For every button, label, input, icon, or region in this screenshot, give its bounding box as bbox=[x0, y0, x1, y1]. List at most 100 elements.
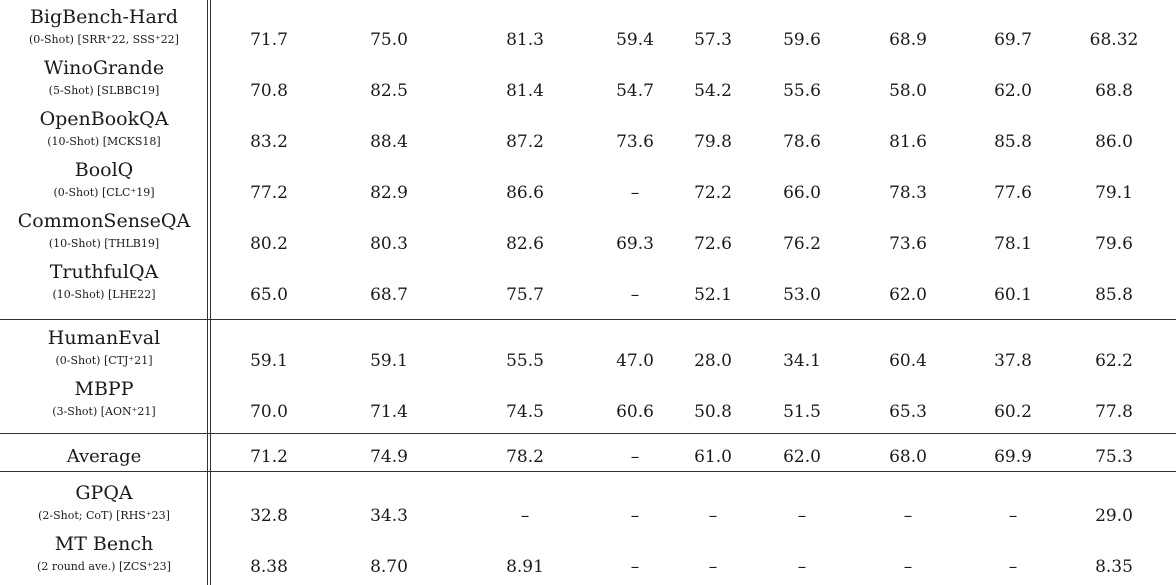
benchmark-name: MT Bench bbox=[54, 533, 154, 555]
score-cell: 72.2 bbox=[694, 183, 732, 203]
benchmark-name: BigBench-Hard bbox=[29, 6, 179, 28]
benchmark-name: MBPP bbox=[74, 378, 134, 400]
score-cell: 37.8 bbox=[994, 351, 1032, 371]
score-cell: 77.2 bbox=[250, 183, 288, 203]
score-cell: 75.7 bbox=[506, 285, 544, 305]
score-cell: 62.2 bbox=[1095, 351, 1133, 371]
score-cell: – bbox=[708, 506, 718, 526]
section-divider-average bbox=[0, 433, 1176, 434]
score-cell: 59.4 bbox=[616, 30, 654, 50]
score-cell: 52.1 bbox=[694, 285, 732, 305]
benchmark-setting: (0-Shot) [CTJ⁺21] bbox=[55, 354, 153, 367]
score-cell: – bbox=[520, 506, 530, 526]
score-cell: 47.0 bbox=[616, 351, 654, 371]
score-cell: 58.0 bbox=[889, 81, 927, 101]
benchmark-label-bigbench-hard: BigBench-Hard (0-Shot) [SRR⁺22, SSS⁺22] bbox=[0, 6, 208, 47]
score-cell: 72.6 bbox=[694, 234, 732, 254]
label-column-divider-right bbox=[210, 0, 211, 585]
score-cell: 69.7 bbox=[994, 30, 1032, 50]
score-cell: 70.0 bbox=[250, 402, 288, 422]
benchmark-setting: (3-Shot) [AON⁺21] bbox=[52, 405, 156, 418]
score-cell: 8.70 bbox=[370, 557, 408, 577]
benchmark-setting: (5-Shot) [SLBBC19] bbox=[48, 84, 160, 97]
score-cell: 83.2 bbox=[250, 132, 288, 152]
score-cell: 34.3 bbox=[370, 506, 408, 526]
score-cell: 73.6 bbox=[889, 234, 927, 254]
score-cell: 65.3 bbox=[889, 402, 927, 422]
benchmark-name: GPQA bbox=[75, 482, 133, 504]
benchmark-setting: (2 round ave.) [ZCS⁺23] bbox=[37, 560, 171, 573]
score-cell: 68.32 bbox=[1089, 30, 1139, 50]
benchmark-setting: (10-Shot) [LHE22] bbox=[52, 288, 156, 301]
score-cell: 62.0 bbox=[994, 81, 1032, 101]
score-cell: 28.0 bbox=[694, 351, 732, 371]
average-cell: 71.2 bbox=[250, 447, 288, 467]
score-cell: 53.0 bbox=[783, 285, 821, 305]
score-cell: 54.2 bbox=[694, 81, 732, 101]
average-cell: 68.0 bbox=[889, 447, 927, 467]
score-cell: 71.7 bbox=[250, 30, 288, 50]
score-cell: 34.1 bbox=[783, 351, 821, 371]
benchmark-label-winogrande: WinoGrande (5-Shot) [SLBBC19] bbox=[0, 57, 208, 98]
score-cell: 76.2 bbox=[783, 234, 821, 254]
score-cell: 32.8 bbox=[250, 506, 288, 526]
score-cell: 74.5 bbox=[506, 402, 544, 422]
table-row: HumanEval (0-Shot) [CTJ⁺21] 59.1 59.1 55.5 47… bbox=[0, 327, 1176, 378]
table-row: CommonSenseQA (10-Shot) [THLB19] 80.2 80.3 8… bbox=[0, 210, 1176, 261]
score-cell: 71.4 bbox=[370, 402, 408, 422]
benchmark-name: CommonSenseQA bbox=[17, 210, 191, 232]
score-cell: 8.35 bbox=[1095, 557, 1133, 577]
average-cell: 62.0 bbox=[783, 447, 821, 467]
average-cell: 61.0 bbox=[694, 447, 732, 467]
score-cell: – bbox=[1008, 506, 1018, 526]
average-row: Average 71.2 74.9 78.2 – 61.0 62.0 68.0 69.9 75.3 bbox=[0, 434, 1176, 471]
score-cell: 81.3 bbox=[506, 30, 544, 50]
score-cell: – bbox=[708, 557, 718, 577]
score-cell: – bbox=[1008, 557, 1018, 577]
score-cell: 68.9 bbox=[889, 30, 927, 50]
score-cell: 68.7 bbox=[370, 285, 408, 305]
score-cell: 79.6 bbox=[1095, 234, 1133, 254]
benchmark-name: BoolQ bbox=[74, 159, 134, 181]
score-cell: – bbox=[630, 183, 640, 203]
benchmark-label-gpqa: GPQA (2-Shot; CoT) [RHS⁺23] bbox=[0, 482, 208, 523]
benchmark-setting: (2-Shot; CoT) [RHS⁺23] bbox=[38, 509, 170, 522]
score-cell: 85.8 bbox=[994, 132, 1032, 152]
score-cell: 55.6 bbox=[783, 81, 821, 101]
average-label: Average bbox=[66, 446, 142, 467]
score-cell: 79.8 bbox=[694, 132, 732, 152]
score-cell: 77.8 bbox=[1095, 402, 1133, 422]
score-cell: – bbox=[630, 285, 640, 305]
benchmark-label-commonsenseqa: CommonSenseQA (10-Shot) [THLB19] bbox=[0, 210, 208, 251]
score-cell: 59.1 bbox=[250, 351, 288, 371]
score-cell: 60.4 bbox=[889, 351, 927, 371]
benchmark-setting: (10-Shot) [THLB19] bbox=[48, 237, 160, 250]
score-cell: 86.0 bbox=[1095, 132, 1133, 152]
score-cell: 54.7 bbox=[616, 81, 654, 101]
score-cell: 60.1 bbox=[994, 285, 1032, 305]
score-cell: 78.3 bbox=[889, 183, 927, 203]
score-cell: – bbox=[797, 557, 807, 577]
benchmark-label-mt-bench: MT Bench (2 round ave.) [ZCS⁺23] bbox=[0, 533, 208, 574]
section-divider-extra bbox=[0, 471, 1176, 472]
score-cell: – bbox=[630, 557, 640, 577]
score-cell: 73.6 bbox=[616, 132, 654, 152]
benchmark-label-boolq: BoolQ (0-Shot) [CLC⁺19] bbox=[0, 159, 208, 200]
score-cell: 81.6 bbox=[889, 132, 927, 152]
score-cell: 50.8 bbox=[694, 402, 732, 422]
benchmark-label-truthfulqa: TruthfulQA (10-Shot) [LHE22] bbox=[0, 261, 208, 302]
score-cell: 85.8 bbox=[1095, 285, 1133, 305]
benchmark-label-mbpp: MBPP (3-Shot) [AON⁺21] bbox=[0, 378, 208, 419]
score-cell: 62.0 bbox=[889, 285, 927, 305]
score-cell: 69.3 bbox=[616, 234, 654, 254]
table-row: OpenBookQA (10-Shot) [MCKS18] 83.2 88.4 87.2… bbox=[0, 108, 1176, 159]
score-cell: 78.1 bbox=[994, 234, 1032, 254]
score-cell: 79.1 bbox=[1095, 183, 1133, 203]
benchmark-name: WinoGrande bbox=[43, 57, 165, 79]
table-row: WinoGrande (5-Shot) [SLBBC19] 70.8 82.5 81.4… bbox=[0, 57, 1176, 108]
score-cell: – bbox=[630, 506, 640, 526]
table-row: BigBench-Hard (0-Shot) [SRR⁺22, SSS⁺22] 71… bbox=[0, 6, 1176, 57]
score-cell: 59.1 bbox=[370, 351, 408, 371]
average-cell: 75.3 bbox=[1095, 447, 1133, 467]
